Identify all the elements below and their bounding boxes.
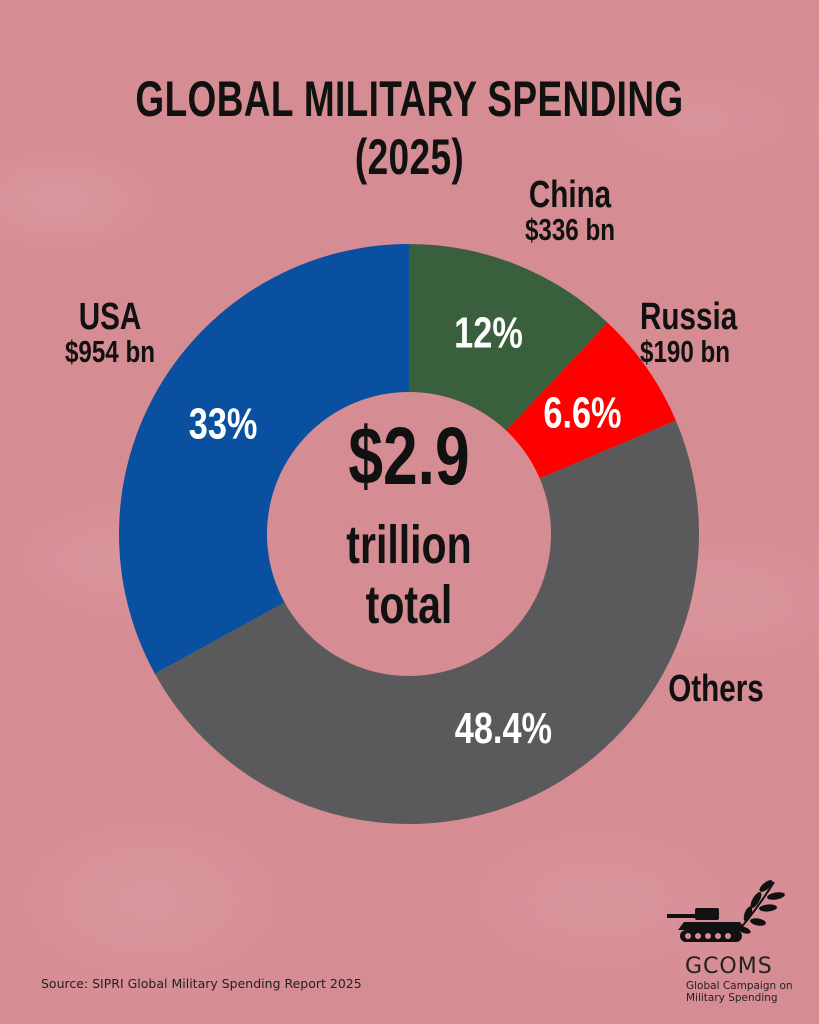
slice-china-percent-label: 12% [454, 309, 523, 358]
label-others: Others [654, 670, 779, 708]
slice-russia-percent-label: 6.6% [543, 388, 621, 437]
label-usa: USA $954 bn [40, 298, 180, 367]
label-china-name: China [528, 174, 612, 216]
label-china: China $336 bn [500, 176, 640, 245]
slice-usa-percent-label: 33% [189, 400, 258, 449]
logo-subtitle-line-1: Global Campaign on [686, 980, 793, 992]
label-russia: Russia $190 bn [640, 298, 773, 367]
chart-title: GLOBAL MILITARY SPENDING (2025) [135, 71, 684, 185]
label-china-amount: $336 bn [524, 212, 616, 247]
center-total-unit: trillion [346, 515, 472, 575]
label-russia-amount: $190 bn [640, 334, 731, 369]
tank-with-olive-branch-icon [667, 880, 785, 942]
slice-russia [506, 322, 676, 479]
label-usa-name: USA [78, 296, 142, 338]
center-total-word: total [365, 575, 453, 635]
logo-name: GCOMS [685, 954, 773, 979]
label-usa-amount: $954 bn [64, 334, 156, 369]
slice-others [154, 420, 699, 825]
source-note: Source: SIPRI Global Military Spending R… [41, 976, 362, 991]
slice-others-percent-label: 48.4% [455, 704, 552, 753]
logo-subtitle-line-2: Military Spending [686, 992, 778, 1005]
logo-subtitle: Global Campaign on Military Spending [686, 980, 793, 1004]
center-total-amount: $2.9 [348, 411, 470, 502]
slice-china [409, 244, 608, 431]
label-others-name: Others [668, 668, 764, 710]
slice-usa [118, 244, 410, 674]
label-russia-name: Russia [640, 296, 738, 338]
